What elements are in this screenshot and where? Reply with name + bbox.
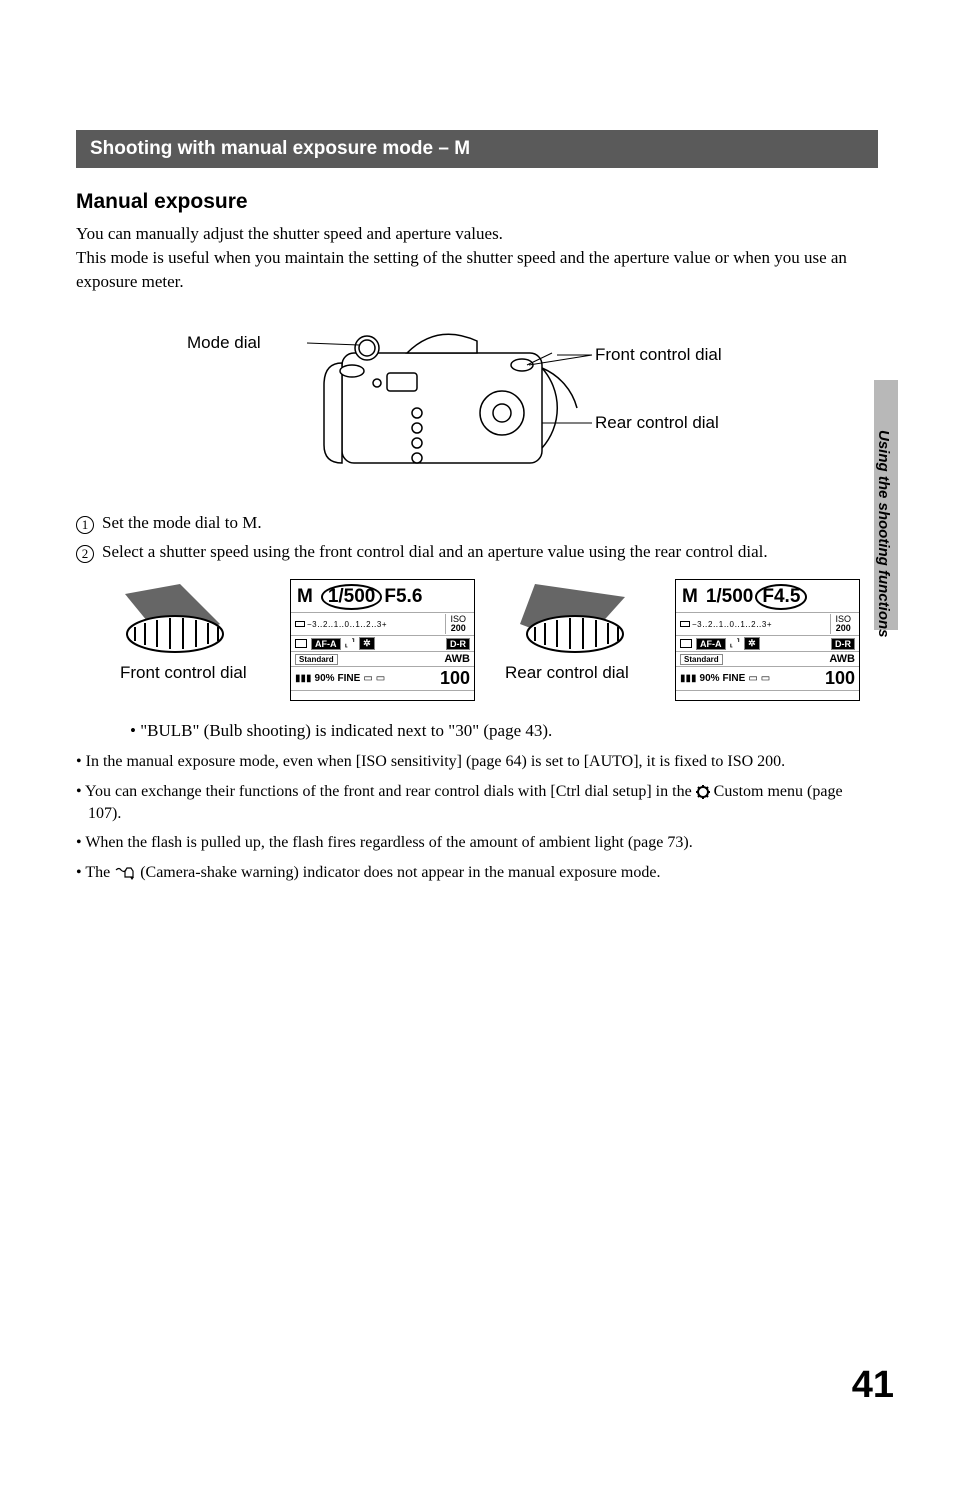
front-dial-caption: Front control dial bbox=[120, 663, 260, 683]
camera-diagram: Mode dial Front control dial Rear contro… bbox=[197, 313, 757, 483]
lcd1-awb: AWB bbox=[444, 653, 470, 665]
sub-bullet-bulb: • "BULB" (Bulb shooting) is indicated ne… bbox=[130, 721, 878, 741]
lcd1-aperture: F5.6 bbox=[384, 586, 422, 608]
rear-dial-svg bbox=[505, 579, 635, 659]
step-2-text: Select a shutter speed using the front c… bbox=[102, 542, 768, 563]
lcd2-iso-value: 200 bbox=[836, 623, 851, 633]
step-number-1: 1 bbox=[76, 516, 94, 534]
label-front-control-dial: Front control dial bbox=[595, 345, 722, 365]
rear-dial-caption: Rear control dial bbox=[505, 663, 645, 683]
lcd1-dr: D-R bbox=[446, 638, 470, 650]
lcd1-count: 100 bbox=[440, 668, 470, 689]
gear-icon bbox=[696, 785, 710, 799]
lcd1-batt: 90% bbox=[315, 673, 335, 684]
page-number: 41 bbox=[852, 1364, 894, 1407]
lcd2-dr: D-R bbox=[831, 638, 855, 650]
lcd2-mode: M bbox=[682, 586, 698, 608]
lcd1-fine: FINE bbox=[338, 673, 361, 684]
step-1: 1 Set the mode dial to M. bbox=[76, 513, 878, 534]
lcd1-iso-value: 200 bbox=[451, 623, 466, 633]
front-dial-block: Front control dial bbox=[120, 579, 260, 683]
intro-paragraph-1: You can manually adjust the shutter spee… bbox=[76, 222, 854, 246]
subheading-manual-exposure: Manual exposure bbox=[76, 190, 878, 214]
lcd-display-rear: M 1/500 F4.5 −3‥2‥1‥0‥1‥2‥3+ ISO 200 AF-… bbox=[675, 579, 860, 701]
lcd1-afa: AF-A bbox=[311, 638, 341, 650]
section-header: Shooting with manual exposure mode – M bbox=[76, 130, 878, 168]
camera-illustration-svg bbox=[197, 313, 757, 483]
front-dial-svg bbox=[120, 579, 250, 659]
lcd2-afa: AF-A bbox=[696, 638, 726, 650]
camera-shake-icon bbox=[114, 866, 136, 880]
bullet-iso: In the manual exposure mode, even when [… bbox=[76, 751, 878, 773]
lcd1-std: Standard bbox=[295, 654, 338, 665]
bullet-flash: When the flash is pulled up, the flash f… bbox=[76, 832, 878, 854]
lcd1-shutter: 1/500 bbox=[321, 584, 383, 610]
lcd2-shutter: 1/500 bbox=[706, 586, 754, 608]
step-1-text: Set the mode dial to M. bbox=[102, 513, 262, 534]
lcd2-scale: −3‥2‥1‥0‥1‥2‥3+ bbox=[692, 620, 772, 629]
bullet-shake: The (Camera-shake warning) indicator doe… bbox=[76, 862, 878, 884]
step-number-2: 2 bbox=[76, 545, 94, 563]
notes-bullets: In the manual exposure mode, even when [… bbox=[76, 751, 878, 883]
lcd1-scale: −3‥2‥1‥0‥1‥2‥3+ bbox=[307, 620, 387, 629]
dial-illustration-row: Front control dial M 1/500 F5.6 −3‥2‥1‥0… bbox=[120, 579, 878, 701]
rear-dial-block: Rear control dial bbox=[505, 579, 645, 683]
bullet-ctrl-dial: You can exchange their functions of the … bbox=[76, 781, 878, 824]
lcd2-batt: 90% bbox=[700, 673, 720, 684]
lcd-display-front: M 1/500 F5.6 −3‥2‥1‥0‥1‥2‥3+ ISO 200 AF-… bbox=[290, 579, 475, 701]
lcd2-count: 100 bbox=[825, 668, 855, 689]
lcd2-fine: FINE bbox=[723, 673, 746, 684]
side-section-label: Using the shooting functions bbox=[875, 430, 892, 637]
lcd2-std: Standard bbox=[680, 654, 723, 665]
label-rear-control-dial: Rear control dial bbox=[595, 413, 719, 433]
lcd1-mode: M bbox=[297, 586, 313, 608]
lcd2-aperture: F4.5 bbox=[755, 584, 807, 610]
lcd2-awb: AWB bbox=[829, 653, 855, 665]
step-2: 2 Select a shutter speed using the front… bbox=[76, 542, 878, 563]
label-mode-dial: Mode dial bbox=[187, 333, 261, 353]
intro-paragraph-2: This mode is useful when you maintain th… bbox=[76, 246, 854, 294]
